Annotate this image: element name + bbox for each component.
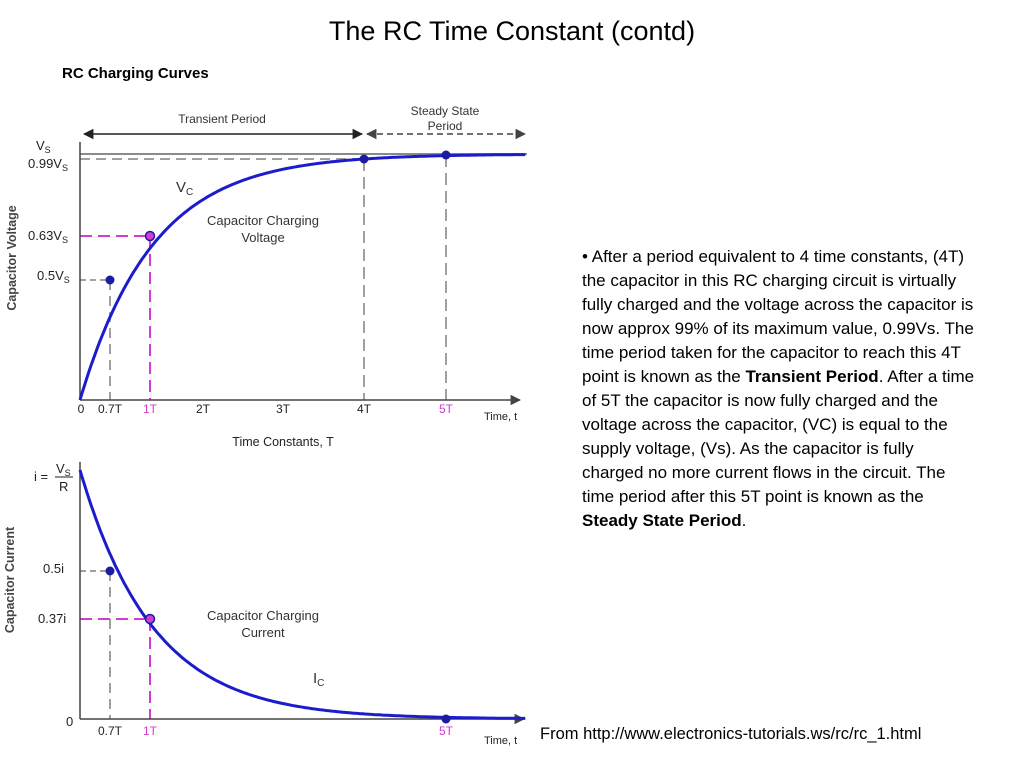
explanation-part-2: . After a time of 5T the capacitor is no… xyxy=(582,367,975,506)
steady-state-label-line2: Period xyxy=(428,119,463,133)
page-title: The RC Time Constant (contd) xyxy=(328,16,696,46)
xtick-0: 0 xyxy=(78,402,85,416)
current-curve-desc-line1: Capacitor Charging xyxy=(207,608,319,623)
xtick-4T: 4T xyxy=(357,402,372,416)
tick-0.63vs: 0.63VS xyxy=(28,228,68,245)
transient-period-term: Transient Period xyxy=(745,367,879,386)
point-4T xyxy=(359,154,369,164)
point-0.5i xyxy=(105,566,115,576)
xtick-1T: 1T xyxy=(143,402,158,416)
tick-vs: VS xyxy=(36,138,51,155)
current-y-axis-label: Capacitor Current xyxy=(3,526,17,633)
xtick-1T-current: 1T xyxy=(143,724,158,738)
tick-0.37i: 0.37i xyxy=(38,611,66,626)
current-formula-numerator: VS xyxy=(56,461,71,478)
explanation-part-3: . xyxy=(741,511,747,530)
ic-label: IC xyxy=(313,670,324,689)
point-1T xyxy=(144,230,156,242)
voltage-y-axis-label: Capacitor Voltage xyxy=(5,205,19,310)
point-5T-current xyxy=(441,714,451,724)
chart-section-title: RC Charging Curves xyxy=(62,65,209,82)
xtick-3T: 3T xyxy=(276,402,291,416)
current-curve-desc-line2: Current xyxy=(241,625,285,640)
xtick-0.7T: 0.7T xyxy=(98,402,123,416)
tick-0.99vs: 0.99VS xyxy=(28,156,68,173)
explanation-paragraph: • After a period equivalent to 4 time co… xyxy=(582,245,977,533)
tick-0.5i: 0.5i xyxy=(43,561,64,576)
source-citation: From http://www.electronics-tutorials.ws… xyxy=(540,725,922,743)
voltage-x-axis-title: Time Constants, T xyxy=(232,435,334,449)
current-formula-prefix: i = xyxy=(34,469,48,484)
point-5T xyxy=(441,150,451,160)
transient-period-label: Transient Period xyxy=(178,112,266,126)
current-charging-curve xyxy=(78,469,526,720)
voltage-curve-desc-line2: Voltage xyxy=(241,230,284,245)
xtick-5T: 5T xyxy=(439,402,454,416)
tick-0.5vs: 0.5VS xyxy=(37,268,70,285)
current-chart: i = VS R 0.5i 0.37i 0 Capacitor Current … xyxy=(3,461,526,747)
tick-0-current: 0 xyxy=(66,714,73,729)
voltage-chart: Transient Period Steady State Period VS … xyxy=(5,104,527,449)
xtick-5T-current: 5T xyxy=(439,724,454,738)
xtick-2T: 2T xyxy=(196,402,211,416)
xtick-0.7T-current: 0.7T xyxy=(98,724,123,738)
point-0.37i xyxy=(144,613,156,625)
steady-state-label-line1: Steady State xyxy=(411,104,480,118)
current-formula-denominator: R xyxy=(59,479,68,494)
voltage-x-end-label: Time, t xyxy=(484,411,517,423)
explanation-part-1: • After a period equivalent to 4 time co… xyxy=(582,247,974,386)
current-x-end-label: Time, t xyxy=(484,735,517,747)
voltage-curve-desc-line1: Capacitor Charging xyxy=(207,213,319,228)
voltage-charging-curve xyxy=(78,153,526,401)
steady-state-period-term: Steady State Period xyxy=(582,511,742,530)
vc-label: VC xyxy=(176,179,193,198)
point-0.7T xyxy=(105,275,115,285)
